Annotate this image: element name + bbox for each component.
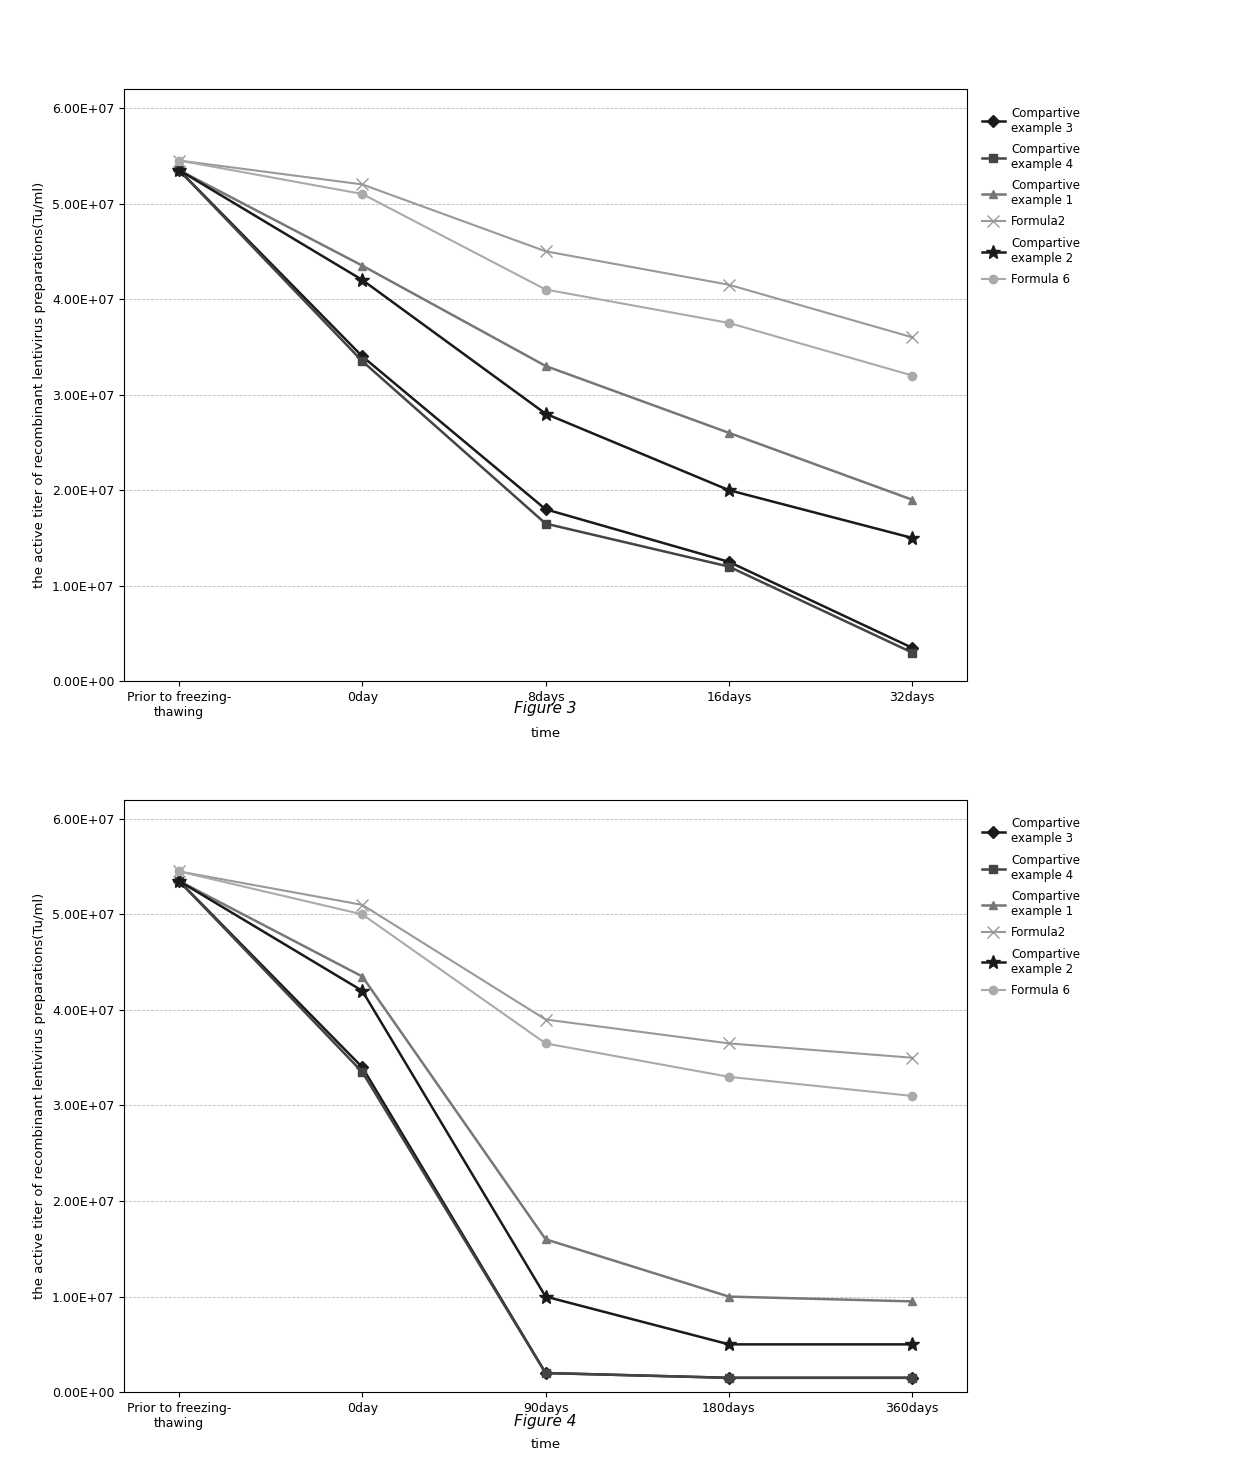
Compartive
example 2 — [355, 271, 370, 289]
Formula 6 — [355, 185, 370, 203]
Formula2 — [171, 862, 186, 880]
Formula2 — [722, 275, 737, 293]
Formula 6 — [905, 1087, 920, 1105]
Formula 6 — [538, 280, 553, 298]
Formula 6 — [722, 314, 737, 332]
Line: Compartive
example 1: Compartive example 1 — [175, 877, 916, 1306]
Formula 6 — [538, 1035, 553, 1053]
Line: Formula 6: Formula 6 — [175, 157, 916, 379]
Line: Compartive
example 4: Compartive example 4 — [175, 877, 916, 1382]
Formula2 — [355, 896, 370, 914]
Compartive
example 4 — [722, 1368, 737, 1386]
Formula 6 — [171, 862, 186, 880]
Compartive
example 1 — [538, 357, 553, 375]
Compartive
example 1 — [355, 967, 370, 985]
X-axis label: time: time — [531, 1438, 560, 1451]
Formula2 — [538, 243, 553, 261]
Compartive
example 4 — [355, 352, 370, 370]
Formula2 — [355, 176, 370, 194]
Compartive
example 4 — [171, 161, 186, 179]
Compartive
example 2 — [905, 529, 920, 546]
Compartive
example 1 — [538, 1231, 553, 1248]
Compartive
example 4 — [538, 1364, 553, 1382]
Text: Figure 3: Figure 3 — [515, 701, 577, 715]
Compartive
example 3 — [722, 1368, 737, 1386]
Line: Compartive
example 2: Compartive example 2 — [172, 874, 919, 1351]
Compartive
example 4 — [171, 872, 186, 890]
Line: Formula 6: Formula 6 — [175, 868, 916, 1100]
Y-axis label: the active titer of recombinant lentivirus preparations(Tu/ml): the active titer of recombinant lentivir… — [33, 182, 46, 588]
Compartive
example 3 — [171, 872, 186, 890]
Legend: Compartive
example 3, Compartive
example 4, Compartive
example 1, Formula2, Comp: Compartive example 3, Compartive example… — [982, 107, 1080, 286]
Formula2 — [905, 329, 920, 347]
Line: Compartive
example 4: Compartive example 4 — [175, 166, 916, 656]
Formula2 — [905, 1049, 920, 1066]
Compartive
example 3 — [722, 552, 737, 570]
Compartive
example 2 — [722, 481, 737, 499]
Y-axis label: the active titer of recombinant lentivirus preparations(Tu/ml): the active titer of recombinant lentivir… — [33, 893, 46, 1299]
Compartive
example 3 — [171, 161, 186, 179]
Formula 6 — [722, 1068, 737, 1086]
Line: Formula2: Formula2 — [174, 156, 918, 342]
Text: Figure 4: Figure 4 — [515, 1414, 577, 1429]
Compartive
example 2 — [538, 404, 553, 422]
Compartive
example 1 — [171, 872, 186, 890]
Compartive
example 3 — [905, 638, 920, 656]
Line: Formula2: Formula2 — [174, 866, 918, 1063]
Compartive
example 2 — [171, 872, 186, 890]
X-axis label: time: time — [531, 727, 560, 740]
Compartive
example 2 — [905, 1336, 920, 1354]
Compartive
example 2 — [171, 161, 186, 179]
Formula2 — [171, 151, 186, 169]
Formula2 — [722, 1035, 737, 1053]
Compartive
example 2 — [355, 982, 370, 1000]
Compartive
example 4 — [355, 1063, 370, 1081]
Compartive
example 1 — [905, 490, 920, 508]
Compartive
example 2 — [722, 1336, 737, 1354]
Line: Compartive
example 3: Compartive example 3 — [175, 166, 916, 652]
Line: Compartive
example 1: Compartive example 1 — [175, 166, 916, 504]
Compartive
example 3 — [538, 501, 553, 518]
Line: Compartive
example 3: Compartive example 3 — [175, 877, 916, 1382]
Compartive
example 4 — [905, 1368, 920, 1386]
Compartive
example 3 — [538, 1364, 553, 1382]
Compartive
example 1 — [722, 424, 737, 441]
Formula2 — [538, 1010, 553, 1028]
Compartive
example 3 — [905, 1368, 920, 1386]
Compartive
example 2 — [538, 1287, 553, 1305]
Compartive
example 3 — [355, 1059, 370, 1077]
Formula 6 — [355, 905, 370, 923]
Compartive
example 4 — [905, 644, 920, 662]
Compartive
example 3 — [355, 348, 370, 366]
Compartive
example 1 — [722, 1287, 737, 1305]
Formula 6 — [905, 367, 920, 385]
Line: Compartive
example 2: Compartive example 2 — [172, 163, 919, 545]
Compartive
example 1 — [905, 1293, 920, 1311]
Legend: Compartive
example 3, Compartive
example 4, Compartive
example 1, Formula2, Comp: Compartive example 3, Compartive example… — [982, 818, 1080, 997]
Compartive
example 1 — [171, 161, 186, 179]
Compartive
example 1 — [355, 256, 370, 274]
Formula 6 — [171, 151, 186, 169]
Compartive
example 4 — [538, 515, 553, 533]
Compartive
example 4 — [722, 558, 737, 576]
